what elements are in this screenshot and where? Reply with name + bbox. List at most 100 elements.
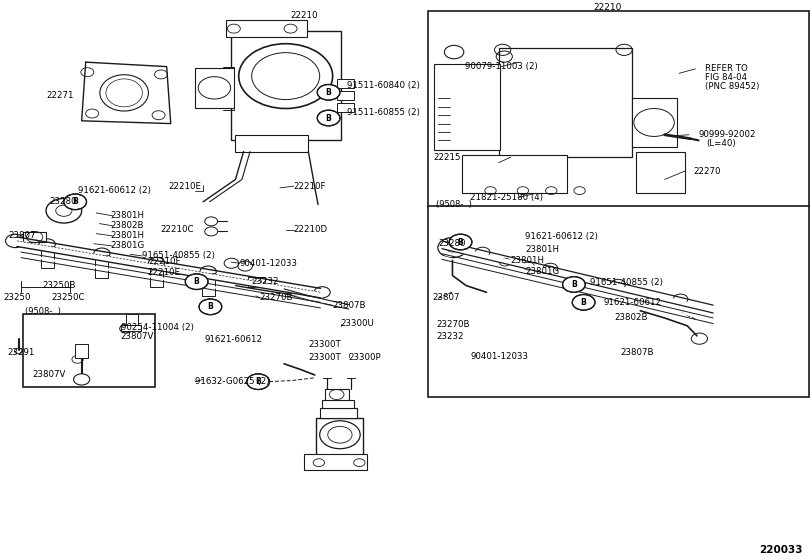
Circle shape	[74, 374, 90, 385]
Text: 22270: 22270	[693, 166, 720, 176]
Text: B: B	[581, 298, 586, 307]
Text: (9508-  ): (9508- )	[25, 307, 61, 316]
Bar	[320, 408, 357, 418]
Text: 90999-92002: 90999-92002	[698, 130, 756, 139]
Text: B: B	[457, 237, 463, 246]
Text: 23300T: 23300T	[308, 340, 341, 349]
Bar	[633, 98, 676, 147]
Bar	[337, 104, 354, 113]
Text: 91511-60840 (2): 91511-60840 (2)	[347, 81, 420, 90]
Text: 22210E: 22210E	[169, 181, 201, 190]
Text: REFER TO: REFER TO	[705, 64, 748, 73]
Text: 91651-40855 (2): 91651-40855 (2)	[143, 251, 215, 260]
Bar	[96, 255, 109, 278]
Text: B: B	[571, 280, 577, 289]
Text: 23250: 23250	[3, 293, 31, 302]
Bar	[225, 20, 307, 37]
Circle shape	[523, 262, 534, 270]
Text: B: B	[72, 197, 78, 206]
Text: 23291: 23291	[7, 348, 35, 357]
Bar	[202, 273, 215, 296]
Text: 23270B: 23270B	[260, 293, 294, 302]
Circle shape	[247, 374, 269, 390]
Bar	[337, 91, 354, 100]
Text: 23801H: 23801H	[526, 245, 560, 254]
Text: 90401-12033: 90401-12033	[239, 259, 298, 268]
Circle shape	[94, 248, 110, 259]
Text: 91621-60612 (2): 91621-60612 (2)	[78, 186, 151, 195]
Text: FIG 84-04: FIG 84-04	[705, 73, 747, 82]
Text: (L=40): (L=40)	[706, 139, 736, 148]
Circle shape	[500, 258, 511, 266]
Text: 91621-60612: 91621-60612	[204, 335, 263, 344]
Text: B: B	[326, 114, 332, 123]
Bar	[322, 399, 354, 408]
Bar	[150, 264, 163, 287]
Text: 22210F: 22210F	[148, 257, 180, 266]
Bar	[75, 344, 88, 358]
Text: 23801H: 23801H	[511, 256, 545, 265]
Bar	[428, 11, 809, 207]
Text: (9508-  ): (9508- )	[436, 199, 472, 208]
Text: 22210: 22210	[594, 3, 622, 12]
Text: B: B	[326, 88, 332, 97]
Bar	[637, 152, 684, 193]
Circle shape	[317, 85, 340, 100]
Text: 23250C: 23250C	[52, 293, 85, 302]
Circle shape	[475, 247, 490, 257]
Text: 23300T: 23300T	[308, 353, 341, 362]
Text: 91621-60612: 91621-60612	[604, 298, 662, 307]
Text: 23807V: 23807V	[121, 333, 154, 342]
Text: 22210: 22210	[290, 11, 318, 20]
Text: 23807: 23807	[432, 293, 460, 302]
Text: 23801H: 23801H	[110, 231, 144, 240]
Text: 23801G: 23801G	[110, 241, 144, 250]
Text: 23807B: 23807B	[620, 348, 654, 357]
Text: 22210E: 22210E	[148, 268, 180, 277]
Text: 23300U: 23300U	[341, 319, 375, 328]
Circle shape	[573, 295, 595, 310]
Bar	[316, 418, 363, 456]
Bar	[434, 64, 500, 151]
Circle shape	[120, 324, 133, 333]
Text: B: B	[194, 277, 200, 286]
Text: 23232: 23232	[436, 333, 464, 342]
Text: 23801G: 23801G	[526, 267, 560, 276]
Text: 220033: 220033	[759, 545, 802, 555]
Circle shape	[64, 194, 87, 209]
Bar	[304, 454, 367, 470]
Circle shape	[673, 294, 688, 304]
Bar	[24, 314, 155, 388]
Text: 91511-60855 (2): 91511-60855 (2)	[347, 108, 420, 117]
Text: 23280: 23280	[49, 197, 77, 206]
Bar	[337, 79, 354, 88]
Bar	[231, 31, 341, 141]
Circle shape	[544, 266, 556, 274]
Text: 22271: 22271	[46, 91, 74, 100]
Bar	[121, 325, 141, 332]
Circle shape	[317, 110, 340, 126]
Circle shape	[148, 257, 165, 268]
Text: 22215: 22215	[434, 153, 461, 162]
Bar	[235, 135, 308, 152]
Circle shape	[200, 266, 217, 277]
Text: 21821-25180 (4): 21821-25180 (4)	[470, 193, 543, 202]
Bar	[24, 232, 46, 242]
Text: 90401-12033: 90401-12033	[470, 352, 528, 361]
Text: 23300P: 23300P	[349, 353, 381, 362]
Text: 23801H: 23801H	[110, 211, 144, 220]
Text: 23802B: 23802B	[110, 221, 144, 230]
Circle shape	[185, 274, 208, 290]
Circle shape	[543, 263, 558, 273]
Text: B: B	[208, 302, 213, 311]
Bar	[324, 390, 349, 399]
Text: 23250B: 23250B	[43, 281, 76, 290]
Text: 23802B: 23802B	[615, 314, 648, 323]
Text: 90079-11003 (2): 90079-11003 (2)	[465, 62, 538, 71]
Text: 91651-40855 (2): 91651-40855 (2)	[590, 278, 663, 287]
Text: 91632-G0625 (2): 91632-G0625 (2)	[195, 377, 269, 386]
Text: 91621-60612 (2): 91621-60612 (2)	[526, 232, 599, 241]
Circle shape	[449, 234, 472, 250]
Text: 22210D: 22210D	[294, 225, 328, 234]
Text: B: B	[255, 377, 261, 386]
